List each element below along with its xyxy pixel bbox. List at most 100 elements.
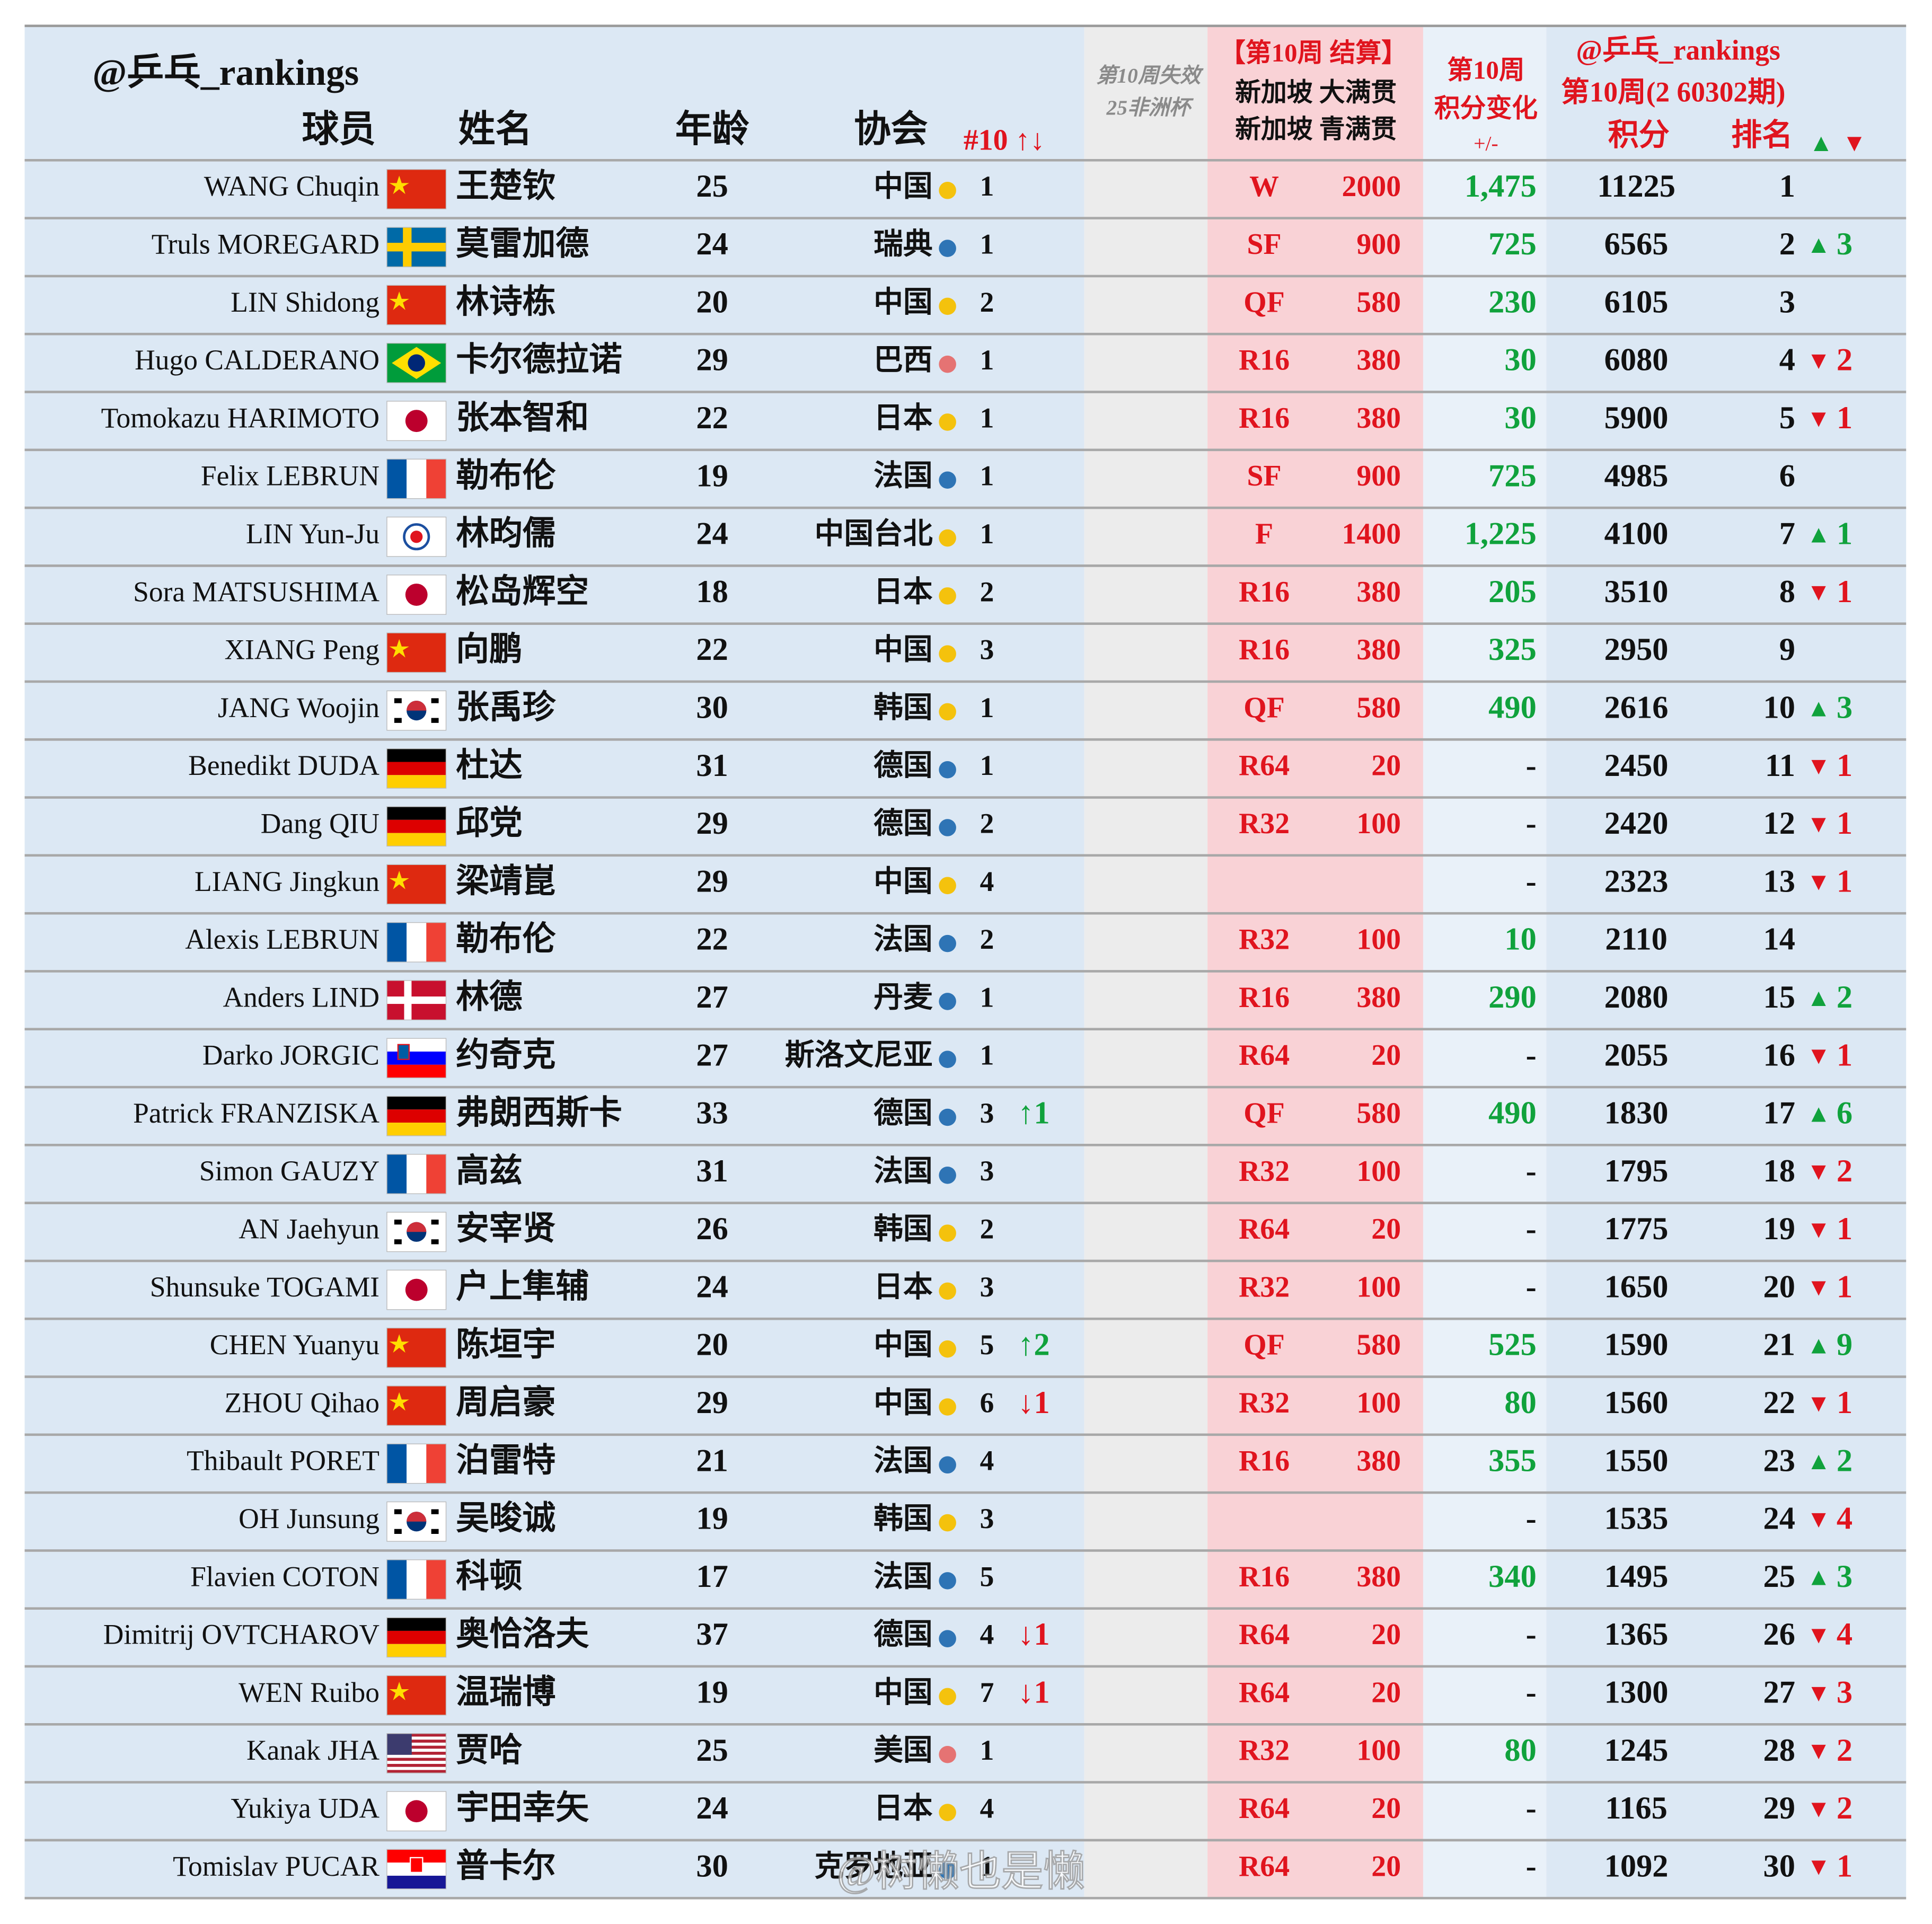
- flag-part: [386, 1618, 446, 1631]
- player-name-en: Dang QIU: [261, 807, 380, 839]
- rank10-move: ↑2: [1018, 1327, 1049, 1363]
- flag-part: [386, 1758, 446, 1761]
- player-name-en: Patrick FRANZISKA: [133, 1097, 380, 1129]
- flag-part: [386, 1763, 446, 1767]
- col-name: 姓名: [458, 109, 532, 150]
- expired-title: 第10周失效: [1096, 64, 1204, 87]
- flag: [386, 690, 447, 731]
- flag-part: [407, 459, 427, 499]
- association: 中国: [874, 170, 933, 203]
- points-change: -: [1526, 1790, 1537, 1826]
- association-dot: [939, 1514, 956, 1532]
- player-name-cn: 高兹: [456, 1152, 523, 1189]
- association-rank: 3: [980, 1503, 994, 1534]
- flag-part: [386, 1736, 446, 1740]
- down-legend: ▼: [1842, 130, 1867, 157]
- flag-border: [386, 285, 447, 325]
- flag-part: [407, 1444, 427, 1484]
- flag: [386, 401, 447, 442]
- association: 斯洛文尼亚: [785, 1039, 933, 1072]
- col-rank: 排名: [1731, 118, 1793, 152]
- points-change: -: [1526, 748, 1537, 783]
- flag: [386, 1038, 447, 1079]
- points: 1365: [1604, 1617, 1669, 1652]
- association-dot: [939, 1861, 956, 1879]
- association-dot: [939, 1688, 956, 1706]
- flag-part: [386, 1761, 446, 1764]
- association: 中国: [874, 1387, 933, 1419]
- association-dot: [939, 1224, 956, 1242]
- association-rank: 1: [980, 1850, 994, 1882]
- rank-arrow: ▼: [1806, 579, 1831, 606]
- ranking-period: 第10周(2 60302期): [1561, 76, 1785, 108]
- rank-delta: 1: [1837, 1211, 1852, 1247]
- rank-arrow: ▼: [1806, 1622, 1831, 1649]
- player-name-cn: 莫雷加德: [456, 225, 589, 262]
- age: 33: [696, 1096, 728, 1131]
- rank: 30: [1763, 1848, 1795, 1884]
- round: R32: [1239, 923, 1290, 956]
- flag-part: [426, 1444, 446, 1484]
- points-change: 355: [1488, 1443, 1537, 1478]
- flag-border: [386, 748, 447, 789]
- event-points: 380: [1356, 981, 1401, 1014]
- association-dot: [939, 529, 956, 547]
- association: 韩国: [874, 691, 933, 724]
- flag-part: [394, 1220, 402, 1225]
- association: 德国: [874, 1618, 933, 1651]
- points: 2110: [1605, 922, 1668, 957]
- rank10-move: ↑1: [1018, 1096, 1049, 1131]
- flag-part: [394, 1509, 402, 1514]
- flag-part: [389, 291, 409, 310]
- event-points: 1400: [1342, 518, 1401, 551]
- col-assoc: 协会: [854, 109, 928, 150]
- points-change: 80: [1504, 1733, 1536, 1768]
- handle: @乒乓_rankings: [92, 52, 359, 93]
- player-name-cn: 奥恰洛夫: [456, 1616, 589, 1653]
- age: 25: [696, 169, 728, 204]
- age: 24: [696, 1269, 728, 1304]
- player-row: Kanak JHA 贾哈 25 美国 1 R32 100 80 1245 28 ▼ 2: [246, 1731, 1852, 1773]
- player-row: Dimitrij OVTCHAROV 奥恰洛夫 37 德国 4 ↓1 R64 20 - 1365 2…: [103, 1616, 1852, 1658]
- event-points: 20: [1371, 1039, 1401, 1072]
- flag-part: [389, 870, 409, 889]
- flag-part: [426, 922, 446, 962]
- rank: 2: [1779, 226, 1795, 262]
- player-name-en: AN Jaehyun: [239, 1213, 380, 1245]
- age: 27: [696, 979, 728, 1015]
- round: R64: [1239, 1676, 1290, 1709]
- player-name-en: JANG Woojin: [218, 692, 380, 723]
- flag-part: [386, 243, 446, 252]
- player-name-cn: 张本智和: [456, 399, 589, 436]
- age: 22: [696, 922, 728, 957]
- points-change: 230: [1488, 284, 1537, 320]
- round: R32: [1239, 1387, 1290, 1419]
- points: 6565: [1604, 226, 1669, 262]
- rank-arrow: ▼: [1806, 811, 1831, 838]
- player-row: Benedikt DUDA 杜达 31 德国 1 R64 20-2450 11 ▼ 1: [188, 746, 1852, 789]
- flag-part: [431, 1220, 439, 1225]
- flag-part: [431, 1529, 439, 1534]
- event-points: 100: [1356, 1155, 1401, 1188]
- association: 中国: [874, 633, 933, 666]
- points-change: 30: [1504, 400, 1536, 436]
- flag-border: [386, 1443, 447, 1484]
- col-rank10: #10 ↑↓: [964, 124, 1045, 157]
- points: 1830: [1604, 1096, 1669, 1131]
- rank: 20: [1763, 1269, 1795, 1304]
- round: QF: [1243, 691, 1284, 724]
- association: 日本: [874, 1792, 933, 1825]
- player-name-en: CHEN Yuanyu: [210, 1329, 380, 1361]
- age: 24: [696, 226, 728, 262]
- event-points: 580: [1356, 286, 1401, 319]
- association-dot: [939, 1051, 956, 1068]
- points: 1550: [1604, 1443, 1669, 1478]
- player-name-en: Flavien COTON: [190, 1560, 380, 1592]
- rank-delta: 2: [1837, 1153, 1852, 1189]
- player-name-en: Kanak JHA: [246, 1734, 380, 1766]
- flag-part: [386, 1630, 446, 1644]
- age: 22: [696, 632, 728, 667]
- flag-part: [407, 1512, 427, 1522]
